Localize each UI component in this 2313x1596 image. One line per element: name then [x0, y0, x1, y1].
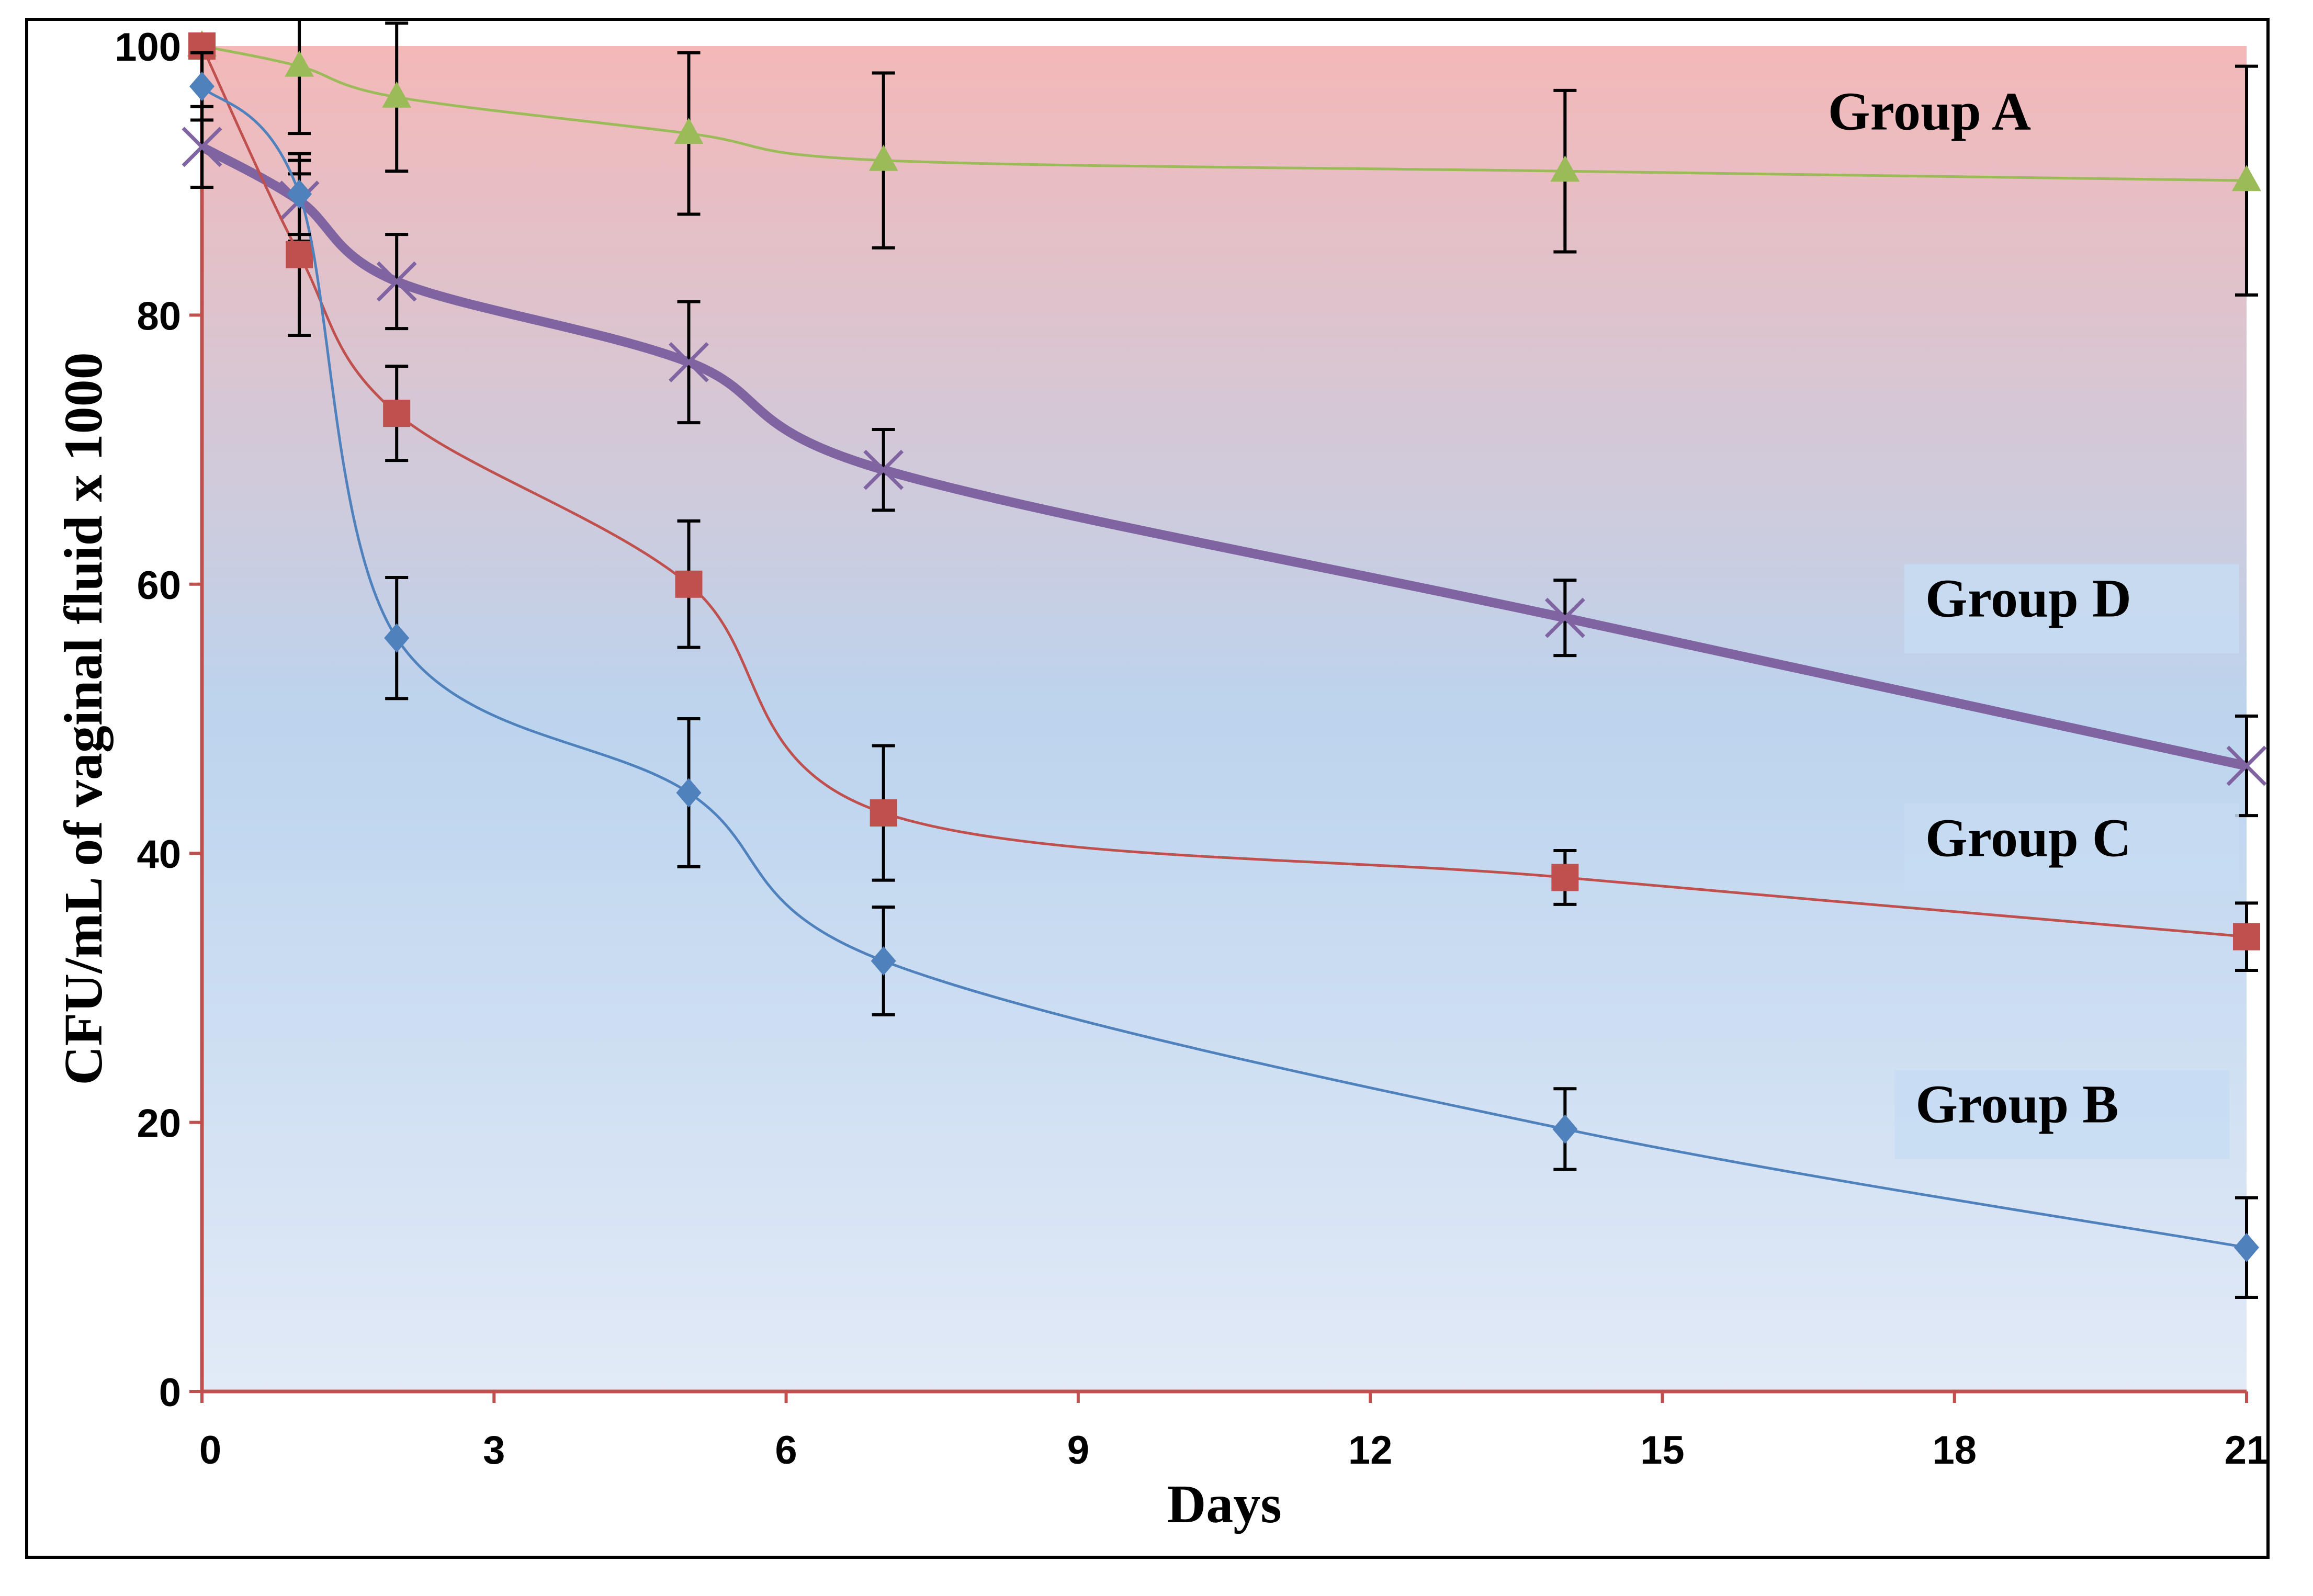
- label-group-c: Group C: [1904, 803, 2239, 893]
- y-tick-label: 60: [137, 563, 181, 608]
- marker-group-a: [1550, 155, 1580, 182]
- marker-group-d: [863, 449, 904, 490]
- group-labels: Group A Group D Group C Group B: [1828, 81, 2239, 1159]
- label-text: Group B: [1915, 1074, 2118, 1135]
- marker-group-c: [1551, 864, 1579, 891]
- line-group-a: [201, 44, 2247, 182]
- marker-group-b: [1552, 1114, 1578, 1144]
- plot-background: [202, 46, 2247, 1391]
- y-tick-label: 40: [137, 832, 181, 877]
- marker-group-c: [870, 799, 897, 827]
- label-text: Group D: [1925, 569, 2131, 629]
- label-group-d: Group D: [1904, 564, 2239, 653]
- marker-group-a: [674, 118, 704, 144]
- marker-group-c: [2233, 923, 2260, 950]
- label-box: [1894, 1070, 2230, 1159]
- series-layer: [182, 21, 2267, 1299]
- marker-group-b: [384, 623, 410, 653]
- y-tick-label: 20: [137, 1102, 181, 1146]
- series-group-b: [189, 51, 2259, 1299]
- x-tick-label: 15: [1640, 1428, 1685, 1473]
- label-box: [1904, 803, 2239, 893]
- marker-group-d: [182, 127, 222, 167]
- marker-group-b: [676, 778, 702, 808]
- marker-group-a: [285, 50, 314, 77]
- marker-group-d: [376, 261, 417, 302]
- marker-group-b: [287, 179, 312, 209]
- marker-group-a: [868, 144, 898, 171]
- marker-group-c: [383, 400, 411, 427]
- marker-group-d: [1544, 597, 1585, 638]
- line-group-b: [201, 85, 2247, 1249]
- label-text: Group A: [1828, 81, 2031, 141]
- label-group-b: Group B: [1894, 1070, 2230, 1159]
- marker-group-b: [2234, 1232, 2259, 1262]
- marker-group-b: [871, 946, 896, 976]
- x-tick-label: 12: [1348, 1428, 1393, 1473]
- y-tick-label: 80: [137, 294, 181, 338]
- marker-group-c: [675, 570, 703, 598]
- axes: [200, 44, 2247, 1394]
- y-tick-label: 0: [159, 1371, 181, 1415]
- x-tick-label: 3: [483, 1428, 505, 1473]
- x-tick-label: 18: [1932, 1428, 1977, 1473]
- label-box: [1904, 564, 2239, 653]
- y-tick-label: 100: [115, 25, 181, 70]
- x-tick-label: 21: [2225, 1428, 2269, 1473]
- line-group-d: [199, 143, 2248, 771]
- marker-group-c: [286, 241, 313, 268]
- marker-group-a: [382, 81, 412, 108]
- y-axis-title: CFU/mL of vaginal fluid x 1000: [53, 352, 114, 1085]
- x-tick-label: 6: [775, 1428, 797, 1473]
- label-group-a: Group A: [1828, 81, 2031, 141]
- label-text: Group C: [1925, 808, 2131, 868]
- marker-group-d: [669, 342, 709, 382]
- marker-group-a: [2232, 165, 2261, 191]
- x-tick-label: 9: [1067, 1428, 1089, 1473]
- marker-group-d: [2226, 745, 2267, 786]
- tick-labels: 0 3 6 9 12 15 18 21 0 20 40 60 80 100: [115, 25, 2269, 1473]
- x-axis-title: Days: [1167, 1474, 1282, 1534]
- marker-group-b: [189, 72, 215, 101]
- x-tick-label: 0: [199, 1428, 221, 1473]
